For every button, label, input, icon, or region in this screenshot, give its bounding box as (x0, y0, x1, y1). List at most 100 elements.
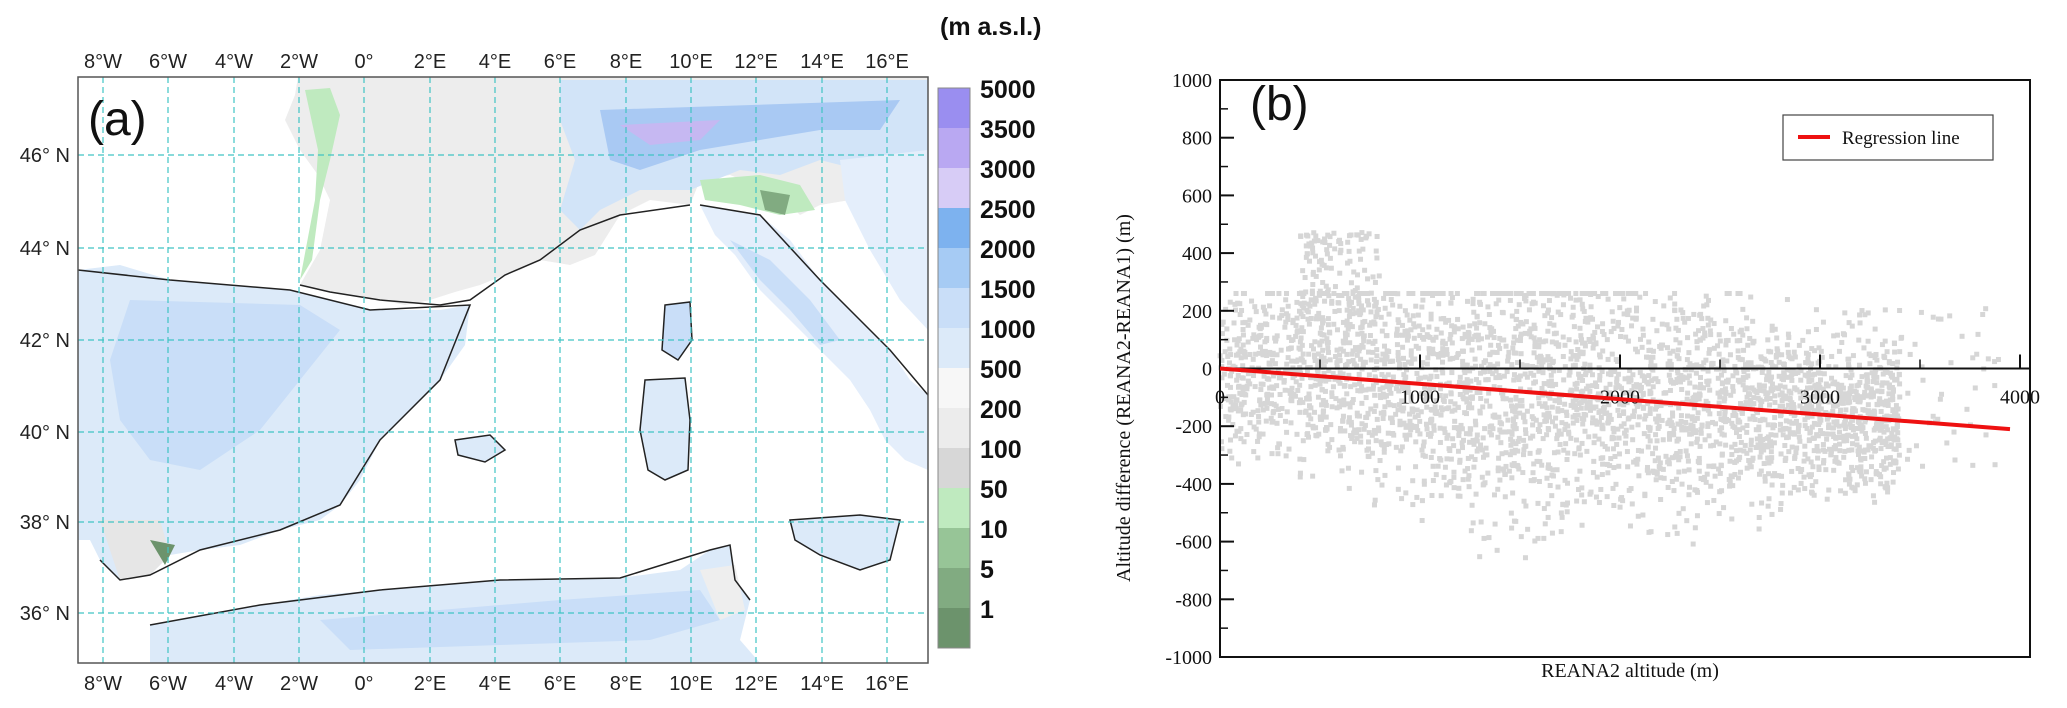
scatter-point (1838, 488, 1844, 494)
scatter-point (1434, 409, 1440, 415)
scatter-point (1674, 316, 1680, 322)
scatter-point (1615, 426, 1621, 432)
scatter-point (1341, 340, 1347, 346)
scatter-point (1452, 418, 1458, 424)
scatter-point (1728, 473, 1734, 479)
colorbar-swatch (938, 408, 970, 448)
scatter-point (1316, 310, 1322, 316)
scatter-point (1577, 349, 1583, 355)
scatter-point (1705, 368, 1711, 374)
scatter-point (1428, 454, 1434, 460)
scatter-point (1676, 457, 1682, 463)
scatter-point (1373, 380, 1379, 386)
scatter-point (1630, 372, 1636, 378)
scatter-point (1758, 468, 1764, 474)
scatter-point (1828, 452, 1834, 458)
panel-a-label: (a) (88, 93, 147, 146)
scatter-point (1862, 419, 1868, 425)
scatter-point (1776, 386, 1782, 392)
scatter-point (1255, 438, 1261, 444)
scatter-point (1492, 521, 1498, 527)
scatter-point (1347, 321, 1353, 327)
scatter-point (1623, 427, 1629, 433)
scatter-point (1626, 375, 1632, 381)
scatter-point (1748, 437, 1754, 443)
scatter-point (1530, 422, 1536, 428)
scatter-point (1536, 368, 1542, 374)
scatter-point (1592, 418, 1598, 424)
scatter-point (1279, 313, 1285, 319)
scatter-point (1796, 342, 1802, 348)
scatter-point (1920, 463, 1926, 469)
coastline (299, 204, 929, 396)
scatter-point (1363, 387, 1369, 393)
scatter-point (1440, 346, 1446, 352)
colorbar-label: 5000 (980, 76, 1036, 104)
scatter-point (1247, 351, 1253, 357)
scatter-point (1324, 251, 1330, 257)
scatter-point (1551, 450, 1557, 456)
scatter-point (1370, 349, 1376, 355)
scatter-point (1365, 446, 1371, 452)
scatter-point (1594, 383, 1600, 389)
scatter-point (1889, 384, 1895, 390)
scatter-point (1756, 382, 1762, 388)
scatter-point (1489, 423, 1495, 429)
scatter-point (1372, 338, 1378, 344)
scatter-point (1502, 429, 1508, 435)
scatter-point (1820, 447, 1826, 453)
scatter-point (1315, 362, 1321, 368)
scatter-point (1729, 452, 1735, 458)
colorbar-swatch (938, 288, 970, 328)
scatter-point (1467, 426, 1473, 432)
scatter-point (1906, 447, 1912, 453)
scatter-point (1402, 361, 1408, 367)
scatter-point (1261, 373, 1267, 379)
scatter-point (1948, 360, 1954, 366)
scatter-point (1857, 397, 1863, 403)
scatter-point (1318, 353, 1324, 359)
scatter-point (1640, 390, 1646, 396)
scatter-point (1645, 433, 1651, 439)
scatter-point (1595, 294, 1601, 300)
scatter-point (1586, 434, 1592, 440)
y-tick-label: 200 (1182, 301, 1212, 323)
scatter-point (1330, 384, 1336, 390)
scatter-point (1687, 431, 1693, 437)
scatter-point (1388, 297, 1394, 303)
scatter-point (1571, 324, 1577, 330)
scatter-point (1474, 325, 1480, 331)
scatter-point (1636, 401, 1642, 407)
scatter-point (1678, 372, 1684, 378)
scatter-point (1486, 535, 1492, 541)
scatter-point (1449, 370, 1455, 376)
scatter-point (1402, 328, 1408, 334)
scatter-point (1374, 312, 1380, 318)
scatter-point (1703, 479, 1709, 485)
scatter-point (1855, 426, 1861, 432)
scatter-point (1435, 463, 1441, 469)
scatter-point (1475, 337, 1481, 343)
scatter-point (1730, 483, 1736, 489)
scatter-point (1511, 372, 1517, 378)
scatter-point (1310, 282, 1316, 288)
scatter-point (1643, 413, 1649, 419)
scatter-point (1477, 320, 1483, 326)
scatter-point (1460, 362, 1466, 368)
colorbar-label: 50 (980, 476, 1008, 504)
scatter-point (1488, 342, 1494, 348)
scatter-point (1861, 345, 1867, 351)
x-tick-label: 4000 (2000, 387, 2040, 409)
scatter-point (1719, 425, 1725, 431)
scatter-point (1702, 333, 1708, 339)
scatter-point (1357, 308, 1363, 314)
scatter-point (1516, 466, 1522, 472)
scatter-point (1780, 403, 1786, 409)
scatter-point (1466, 331, 1472, 337)
scatter-point (1322, 427, 1328, 433)
scatter-point (1796, 363, 1802, 369)
scatter-point (1358, 356, 1364, 362)
scatter-point (1523, 443, 1529, 449)
scatter-point (1368, 357, 1374, 363)
scatter-point (1408, 348, 1414, 354)
